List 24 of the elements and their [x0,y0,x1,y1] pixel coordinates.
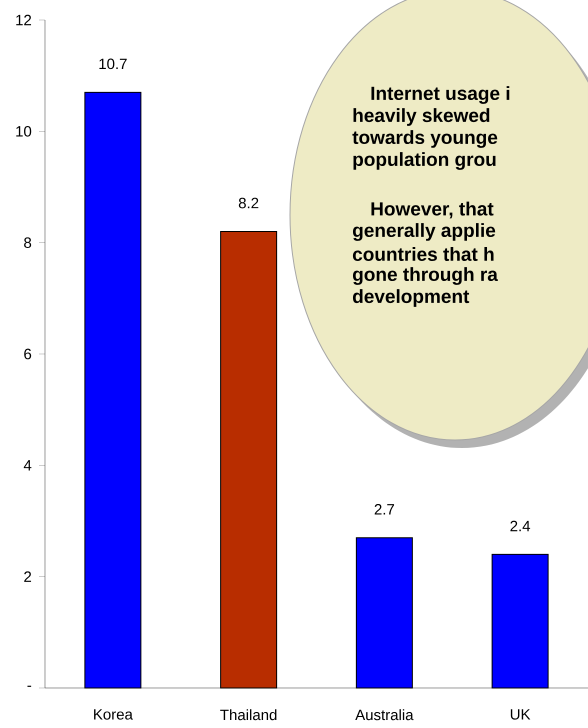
annotation: development [352,289,470,307]
y-tick-label: 12 [16,14,32,26]
annotation: Internet usage i [371,86,510,104]
annotation: towards younge [352,130,498,148]
x-tick-label: UK [510,709,530,720]
y-tick-label: 4 [24,460,32,470]
annotation: generally applie [352,223,496,241]
y-tick-label: 10 [16,126,32,137]
x-tick-label: Korea [94,709,133,720]
data-label: 10.7 [99,58,127,70]
annotation: heavily skewed [354,108,490,126]
x-tick-label: Thailand [220,709,276,720]
y-tick-label: 2 [24,571,32,582]
annotation: gone through ra [352,267,498,285]
data-label: 2.4 [510,520,530,532]
annotation: However, that [371,202,494,218]
data-label: 2.7 [374,504,394,514]
annotation: population grou [353,152,496,170]
x-tick-label: Australia [355,709,414,720]
y-tick-label: 6 [24,348,32,360]
annotation: countries that h [352,247,494,261]
data-label: 8.2 [238,198,258,208]
y-tick-label: - [27,686,32,687]
y-tick-label: 8 [24,237,32,248]
